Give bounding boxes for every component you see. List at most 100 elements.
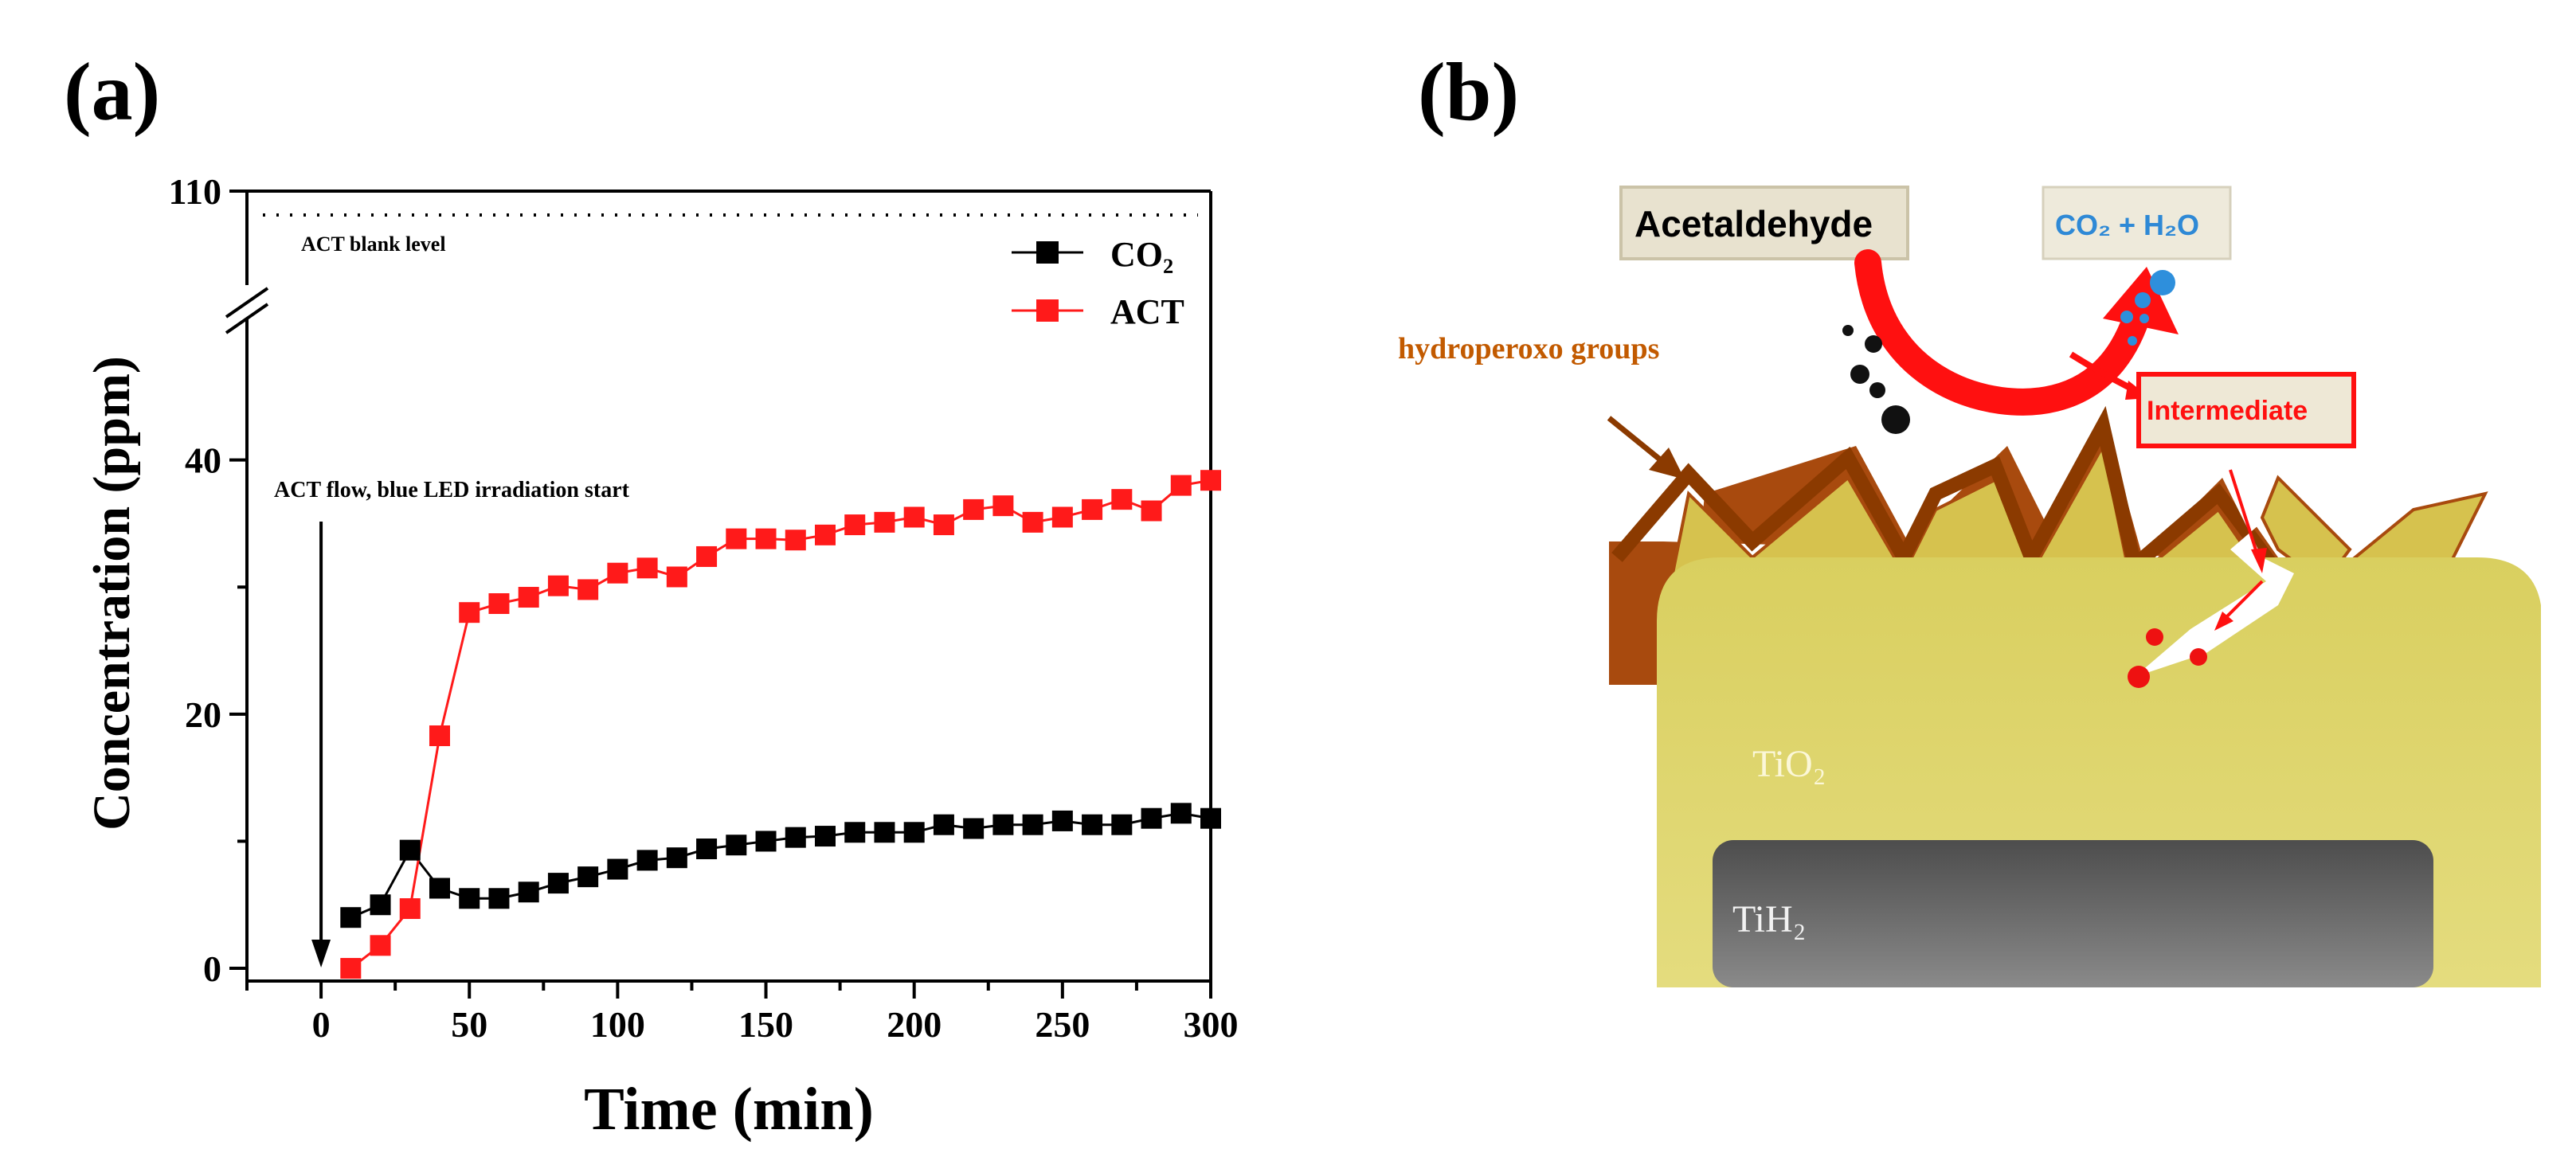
panel-label-a: (a)	[64, 46, 160, 138]
diagram-panel-b: (b) TiO₂ TiH₂ Acetaldehyde CO₂ + H₂O Int…	[1398, 46, 2541, 987]
data-point-co2	[1051, 810, 1073, 831]
data-point-co2	[370, 894, 391, 916]
axis-break-mark	[225, 303, 269, 334]
data-point-act	[696, 545, 718, 567]
data-point-act	[815, 524, 836, 545]
crack-arrowhead-2	[2214, 612, 2233, 631]
acetaldehyde-molecule	[1850, 365, 1869, 384]
data-point-co2	[607, 858, 628, 880]
data-point-co2	[963, 818, 985, 839]
data-point-act	[1051, 506, 1073, 528]
hydroperoxo-label: hydroperoxo groups	[1398, 332, 1659, 366]
x-tick-label: 200	[887, 1004, 942, 1045]
series-line-co2	[350, 811, 1212, 919]
legend-marker-co2	[1036, 241, 1059, 264]
data-point-act	[785, 530, 806, 551]
data-point-act	[636, 557, 658, 579]
intermediate-label: Intermediate	[2147, 396, 2308, 426]
annotation-arrowhead	[311, 940, 331, 968]
data-point-co2	[340, 907, 362, 928]
annotation-label: ACT flow, blue LED irradiation start	[274, 478, 630, 502]
data-point-co2	[903, 822, 925, 843]
data-point-co2	[755, 831, 777, 852]
acetaldehyde-molecule	[1842, 325, 1854, 336]
series-markers	[340, 470, 1221, 979]
data-point-act	[874, 511, 895, 533]
data-point-act	[488, 593, 510, 615]
data-point-act	[399, 898, 421, 920]
data-point-act	[1170, 475, 1192, 496]
data-point-co2	[726, 835, 747, 856]
data-point-co2	[666, 847, 687, 869]
data-point-act	[963, 498, 985, 520]
y-tick-label: 20	[185, 694, 221, 735]
data-point-co2	[1200, 807, 1221, 829]
data-point-act	[903, 506, 925, 528]
axis-ticks: 0 50 100 150 200 250 300 0 20 40 110	[169, 171, 1239, 1045]
y-tick-label: 40	[185, 440, 221, 481]
data-point-co2	[1170, 803, 1192, 824]
acetaldehyde-box	[1619, 186, 1909, 260]
data-point-act	[518, 587, 539, 608]
data-point-co2	[815, 826, 836, 847]
legend-marker-act	[1036, 299, 1059, 322]
data-point-co2	[429, 878, 450, 899]
data-point-act	[844, 514, 866, 536]
acetaldehyde-molecule	[1881, 405, 1910, 434]
series-lines	[350, 479, 1212, 970]
product-droplet	[2150, 270, 2175, 295]
data-point-act	[755, 528, 777, 549]
y-tick-label: 0	[203, 948, 221, 989]
data-point-co2	[992, 814, 1014, 835]
crack-arrow-2	[2221, 580, 2264, 623]
data-point-co2	[785, 827, 806, 848]
intermediate-dot	[2128, 666, 2150, 688]
data-point-co2	[1082, 814, 1103, 835]
series-line-act	[350, 479, 1212, 970]
data-point-co2	[636, 850, 658, 871]
products-label: CO₂ + H₂O	[2055, 209, 2199, 241]
data-point-act	[1111, 489, 1133, 510]
data-point-co2	[547, 873, 569, 894]
reaction-arrow	[1854, 249, 2152, 416]
data-point-co2	[874, 822, 895, 843]
data-point-co2	[459, 888, 480, 909]
data-point-act	[340, 958, 362, 979]
y-tick-label: 110	[169, 171, 221, 212]
product-droplet	[2128, 336, 2137, 346]
tih2-label: TiH₂	[1732, 898, 1806, 940]
blank-level-label: ACT blank level	[301, 233, 446, 256]
x-tick-label: 100	[590, 1004, 645, 1045]
acetaldehyde-label: Acetaldehyde	[1634, 203, 1873, 244]
legend: CO₂ ACT	[1012, 235, 1184, 331]
axis-break-mark	[225, 287, 269, 319]
data-point-co2	[1022, 814, 1043, 835]
data-point-act	[992, 495, 1014, 517]
data-point-co2	[577, 866, 599, 888]
x-tick-label: 250	[1035, 1004, 1090, 1045]
tih2-core	[1713, 840, 2433, 987]
data-point-co2	[696, 838, 718, 860]
data-point-act	[1022, 511, 1043, 533]
data-point-co2	[1111, 814, 1133, 835]
crack-arrowhead-1	[2251, 548, 2267, 573]
data-point-act	[1141, 500, 1162, 522]
x-axis-title: Time (min)	[584, 1076, 874, 1143]
product-droplet	[2120, 311, 2133, 323]
intermediate-dot	[2146, 628, 2163, 646]
product-droplet	[2135, 292, 2151, 308]
panel-label-b: (b)	[1418, 46, 1519, 138]
surface-crack	[2135, 478, 2294, 677]
x-tick-label: 150	[738, 1004, 793, 1045]
data-point-act	[666, 566, 687, 588]
data-point-act	[726, 528, 747, 549]
data-point-co2	[1141, 807, 1162, 829]
data-point-co2	[933, 814, 954, 835]
x-tick-label: 0	[312, 1004, 331, 1045]
hydroperoxo-arrowhead	[1649, 448, 1685, 479]
intermediate-dot	[2190, 648, 2207, 666]
chart-panel-a: (a) 0 50 100 150 200 250 300 0 20 40 110 ACT blank…	[64, 46, 1239, 1143]
hydroperoxo-zigzag	[1611, 405, 2284, 579]
acetaldehyde-molecule	[1865, 335, 1882, 353]
